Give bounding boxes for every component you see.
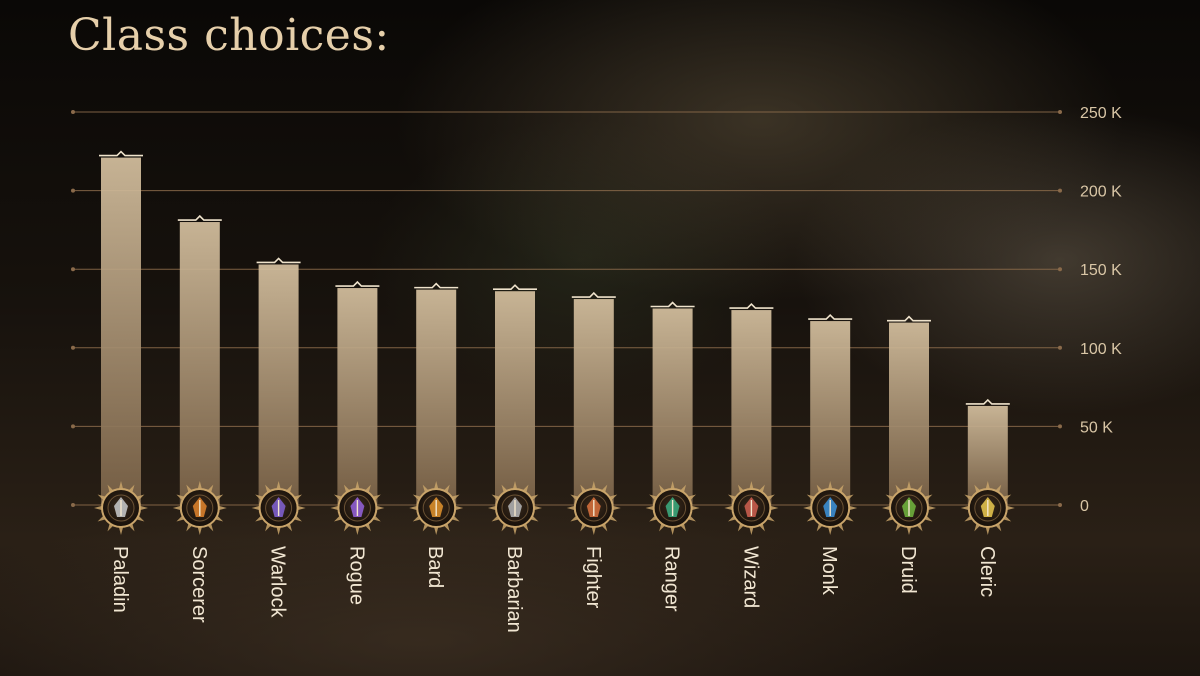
gridline-end-dot [71, 188, 75, 193]
y-tick-label: 250 K [1080, 105, 1122, 122]
category-label: Wizard [739, 546, 761, 608]
y-tick-label: 0 [1080, 498, 1089, 515]
class-emblems [94, 481, 1015, 535]
paladin-emblem-icon [94, 481, 148, 535]
gridline-end-dot [71, 424, 75, 429]
bar-cap [335, 280, 380, 287]
bar-wizard [731, 310, 772, 505]
gridline-end-dot [71, 267, 75, 272]
gridline-end-dot [71, 110, 75, 114]
warlock-emblem-icon [251, 481, 306, 535]
bar-bard [416, 289, 457, 505]
category-label: Cleric [976, 546, 998, 597]
bar-cap [650, 301, 695, 308]
bar-sorcerer [179, 222, 220, 506]
ranger-emblem-icon [645, 481, 700, 535]
bar-cap [965, 398, 1010, 405]
gridline-end-dot [71, 503, 75, 507]
fighter-emblem-icon [566, 481, 621, 535]
gridline-end-dot [71, 345, 75, 350]
category-label: Monk [818, 546, 840, 596]
category-label: Paladin [109, 546, 131, 613]
chart-title: Class choices: [68, 10, 390, 61]
category-label: Bard [424, 546, 446, 588]
y-tick-label: 100 K [1080, 341, 1122, 358]
bar-paladin [101, 157, 141, 505]
barbarian-emblem-icon [488, 481, 542, 535]
category-label: Rogue [345, 546, 367, 605]
category-label: Barbarian [503, 546, 525, 633]
monk-emblem-icon [803, 481, 858, 535]
bar-cap [177, 214, 222, 221]
y-tick-label: 200 K [1080, 184, 1122, 201]
bar-rogue [337, 288, 378, 505]
cleric-emblem-icon [960, 481, 1015, 535]
category-label: Ranger [661, 546, 683, 612]
sorcerer-emblem-icon [172, 481, 227, 535]
y-axis-ticks: 0 50 K 100 K 150 K 200 K 250 K [1080, 105, 1122, 515]
bar-cap [887, 315, 931, 322]
gridline-end-dot [1058, 188, 1062, 193]
bar-cap [729, 302, 774, 309]
category-label: Warlock [267, 546, 289, 618]
bar-cap [256, 257, 301, 264]
gridline-end-dot [1058, 267, 1062, 272]
category-label: Druid [897, 546, 919, 594]
bar-cap [99, 150, 143, 157]
wizard-emblem-icon [724, 481, 779, 535]
bar-cap [571, 291, 616, 298]
bar-cap [493, 284, 537, 291]
rogue-emblem-icon [330, 481, 385, 535]
bar-warlock [258, 264, 299, 505]
y-tick-label: 150 K [1080, 262, 1122, 279]
category-label: Sorcerer [188, 546, 210, 623]
category-label: Fighter [582, 546, 604, 609]
bard-emblem-icon [409, 481, 464, 535]
bar-cap [414, 282, 459, 289]
bar-barbarian [495, 291, 535, 505]
y-tick-label: 50 K [1080, 419, 1113, 436]
bar-fighter [573, 299, 614, 505]
bar-monk [810, 321, 851, 505]
bar-druid [889, 322, 929, 505]
bar-ranger [652, 308, 693, 505]
gridline-end-dot [1058, 110, 1062, 114]
bar-cap [808, 313, 853, 320]
bars [99, 150, 1010, 506]
category-labels: Paladin Sorcerer Warlock Rogue Bard Barbarian… [109, 546, 998, 633]
gridline-end-dot [1058, 424, 1062, 429]
druid-emblem-icon [882, 481, 936, 535]
gridline-end-dot [1058, 503, 1062, 507]
gridline-end-dot [1058, 345, 1062, 350]
